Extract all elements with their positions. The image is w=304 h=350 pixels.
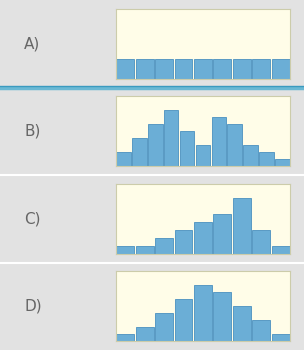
- Bar: [116, 152, 131, 166]
- Bar: [174, 230, 192, 254]
- Bar: [272, 59, 289, 79]
- Bar: [243, 145, 258, 166]
- Bar: [213, 292, 231, 341]
- Bar: [272, 334, 289, 341]
- Bar: [116, 59, 134, 79]
- Text: B): B): [24, 124, 41, 139]
- Bar: [155, 238, 173, 254]
- Bar: [233, 306, 251, 341]
- Bar: [233, 59, 251, 79]
- Bar: [136, 246, 154, 254]
- Bar: [213, 214, 231, 254]
- Bar: [136, 327, 154, 341]
- Bar: [148, 124, 163, 166]
- Bar: [275, 159, 290, 166]
- Bar: [272, 246, 289, 254]
- Bar: [155, 313, 173, 341]
- Bar: [194, 222, 212, 254]
- Text: D): D): [24, 299, 42, 314]
- Bar: [180, 131, 194, 166]
- Bar: [132, 138, 147, 166]
- Bar: [194, 285, 212, 341]
- Bar: [252, 320, 270, 341]
- Bar: [227, 124, 242, 166]
- Bar: [259, 152, 274, 166]
- Bar: [116, 334, 134, 341]
- Bar: [195, 145, 210, 166]
- Bar: [252, 59, 270, 79]
- Bar: [164, 110, 178, 166]
- Text: C): C): [24, 211, 41, 226]
- Bar: [252, 230, 270, 254]
- Text: A): A): [24, 36, 40, 51]
- Bar: [136, 59, 154, 79]
- Bar: [194, 59, 212, 79]
- Bar: [174, 59, 192, 79]
- Bar: [174, 299, 192, 341]
- Bar: [116, 246, 134, 254]
- Bar: [233, 198, 251, 254]
- Bar: [213, 59, 231, 79]
- Bar: [155, 59, 173, 79]
- Bar: [212, 117, 226, 166]
